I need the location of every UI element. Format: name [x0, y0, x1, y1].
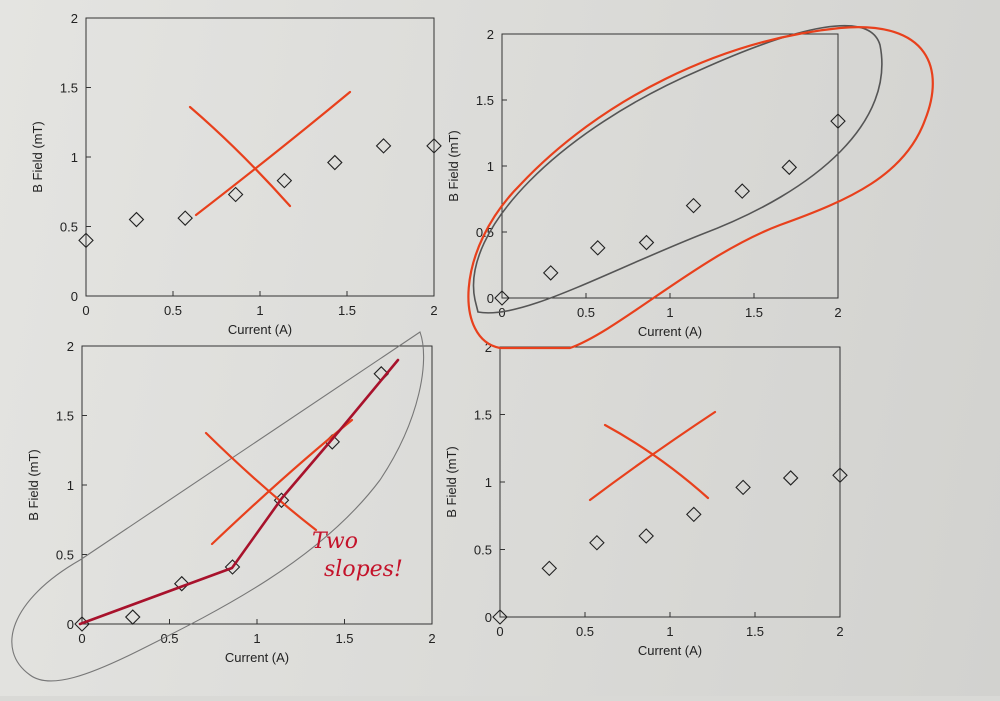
data-point: [426, 138, 442, 154]
data-point: [830, 113, 846, 129]
x-tick-label: 1: [666, 305, 673, 320]
x-tick-label: 1: [253, 631, 260, 646]
x-tick-label: 1: [666, 624, 673, 639]
y-tick-label: 2: [67, 339, 74, 354]
data-point: [542, 265, 559, 281]
red-cross-stroke: [603, 423, 710, 500]
chart-top-left: 0 0.5 1 1.5 2 0 0.5 1 1.5 2 Current (A) B Field (mT…: [30, 11, 442, 337]
y-tick-label: 0.5: [56, 548, 74, 563]
data-point: [173, 575, 190, 592]
y-tick-label: 0: [71, 289, 78, 304]
x-tick-label: 2: [430, 303, 437, 318]
red-cross-stroke: [188, 105, 292, 208]
pencil-ellipse: [472, 24, 883, 314]
x-axis-label: Current (A): [228, 322, 292, 337]
data-point: [541, 560, 558, 577]
chart-bottom-left: 0 0.5 1 1.5 2 0 0.5 1 1.5 2 Current (A) B Field (mT…: [26, 339, 436, 665]
x-tick-label: 1: [256, 303, 263, 318]
x-axis-label: Current (A): [638, 324, 702, 339]
data-point: [492, 609, 508, 625]
pencil-ellipse: [11, 331, 425, 682]
y-axis-label: B Field (mT): [446, 130, 461, 202]
x-tick-label: 1.5: [335, 631, 353, 646]
handwritten-note-line2: slopes!: [324, 557, 403, 582]
plot-frame: [85, 17, 435, 297]
plot-frame: [499, 346, 841, 618]
two-slopes-line: [78, 358, 400, 626]
data-point: [735, 479, 751, 496]
red-circle: [467, 26, 934, 350]
data-point: [832, 467, 848, 484]
data-point: [685, 197, 702, 214]
x-tick-label: 2: [428, 631, 435, 646]
y-tick-label: 2: [485, 340, 492, 355]
handwritten-note-line1: Two: [312, 529, 358, 554]
y-tick-label: 1: [485, 475, 492, 490]
data-point: [638, 234, 655, 251]
red-cross-stroke: [588, 410, 717, 502]
data-point: [494, 290, 510, 306]
y-tick-label: 0.5: [474, 543, 492, 558]
y-tick-label: 1: [487, 159, 494, 174]
data-point: [177, 210, 193, 226]
y-tick-label: 0: [487, 291, 494, 306]
x-tick-label: 2: [836, 624, 843, 639]
data-point: [589, 240, 606, 256]
x-tick-label: 2: [834, 305, 841, 320]
data-point: [375, 138, 392, 154]
x-tick-label: 0.5: [164, 303, 182, 318]
data-point: [327, 154, 343, 171]
x-tick-label: 0.5: [576, 624, 594, 639]
y-tick-label: 1: [67, 478, 74, 493]
data-point: [589, 534, 605, 551]
chart-bottom-right: 0 0.5 1 1.5 2 0 0.5 1 1.5 2 Current (A) B Field (mT…: [444, 340, 848, 658]
data-point: [734, 183, 751, 199]
data-point: [276, 172, 293, 189]
y-tick-label: 1.5: [56, 409, 74, 424]
x-tick-label: 0: [78, 631, 85, 646]
y-tick-label: 0.5: [60, 220, 78, 235]
data-point: [686, 506, 702, 523]
x-tick-label: 0.5: [577, 305, 595, 320]
y-tick-label: 2: [487, 27, 494, 42]
data-point: [227, 186, 244, 203]
data-point: [124, 609, 141, 625]
y-axis-label: B Field (mT): [26, 449, 41, 521]
x-tick-label: 0.5: [160, 631, 178, 646]
y-tick-label: 0: [485, 610, 492, 625]
x-axis-label: Current (A): [225, 650, 289, 665]
y-tick-label: 1.5: [60, 81, 78, 96]
data-point: [638, 528, 654, 544]
data-point: [781, 159, 798, 176]
x-tick-label: 0: [496, 624, 503, 639]
data-point: [224, 559, 241, 575]
y-tick-label: 1.5: [474, 408, 492, 423]
y-tick-label: 0: [67, 617, 74, 632]
plot-frame: [81, 345, 433, 625]
x-tick-label: 0: [82, 303, 89, 318]
y-tick-label: 1.5: [476, 93, 494, 108]
data-point: [78, 232, 94, 249]
y-axis-label: B Field (mT): [444, 446, 459, 518]
x-tick-label: 1.5: [746, 624, 764, 639]
y-tick-label: 2: [71, 11, 78, 26]
data-point: [128, 211, 145, 228]
data-point: [782, 470, 799, 486]
x-tick-label: 1.5: [338, 303, 356, 318]
red-cross-stroke: [194, 90, 352, 217]
y-tick-label: 1: [71, 150, 78, 165]
plot-frame: [501, 33, 839, 299]
x-axis-label: Current (A): [638, 643, 702, 658]
x-tick-label: 1.5: [745, 305, 763, 320]
red-cross-stroke: [204, 431, 318, 532]
y-axis-label: B Field (mT): [30, 121, 45, 193]
